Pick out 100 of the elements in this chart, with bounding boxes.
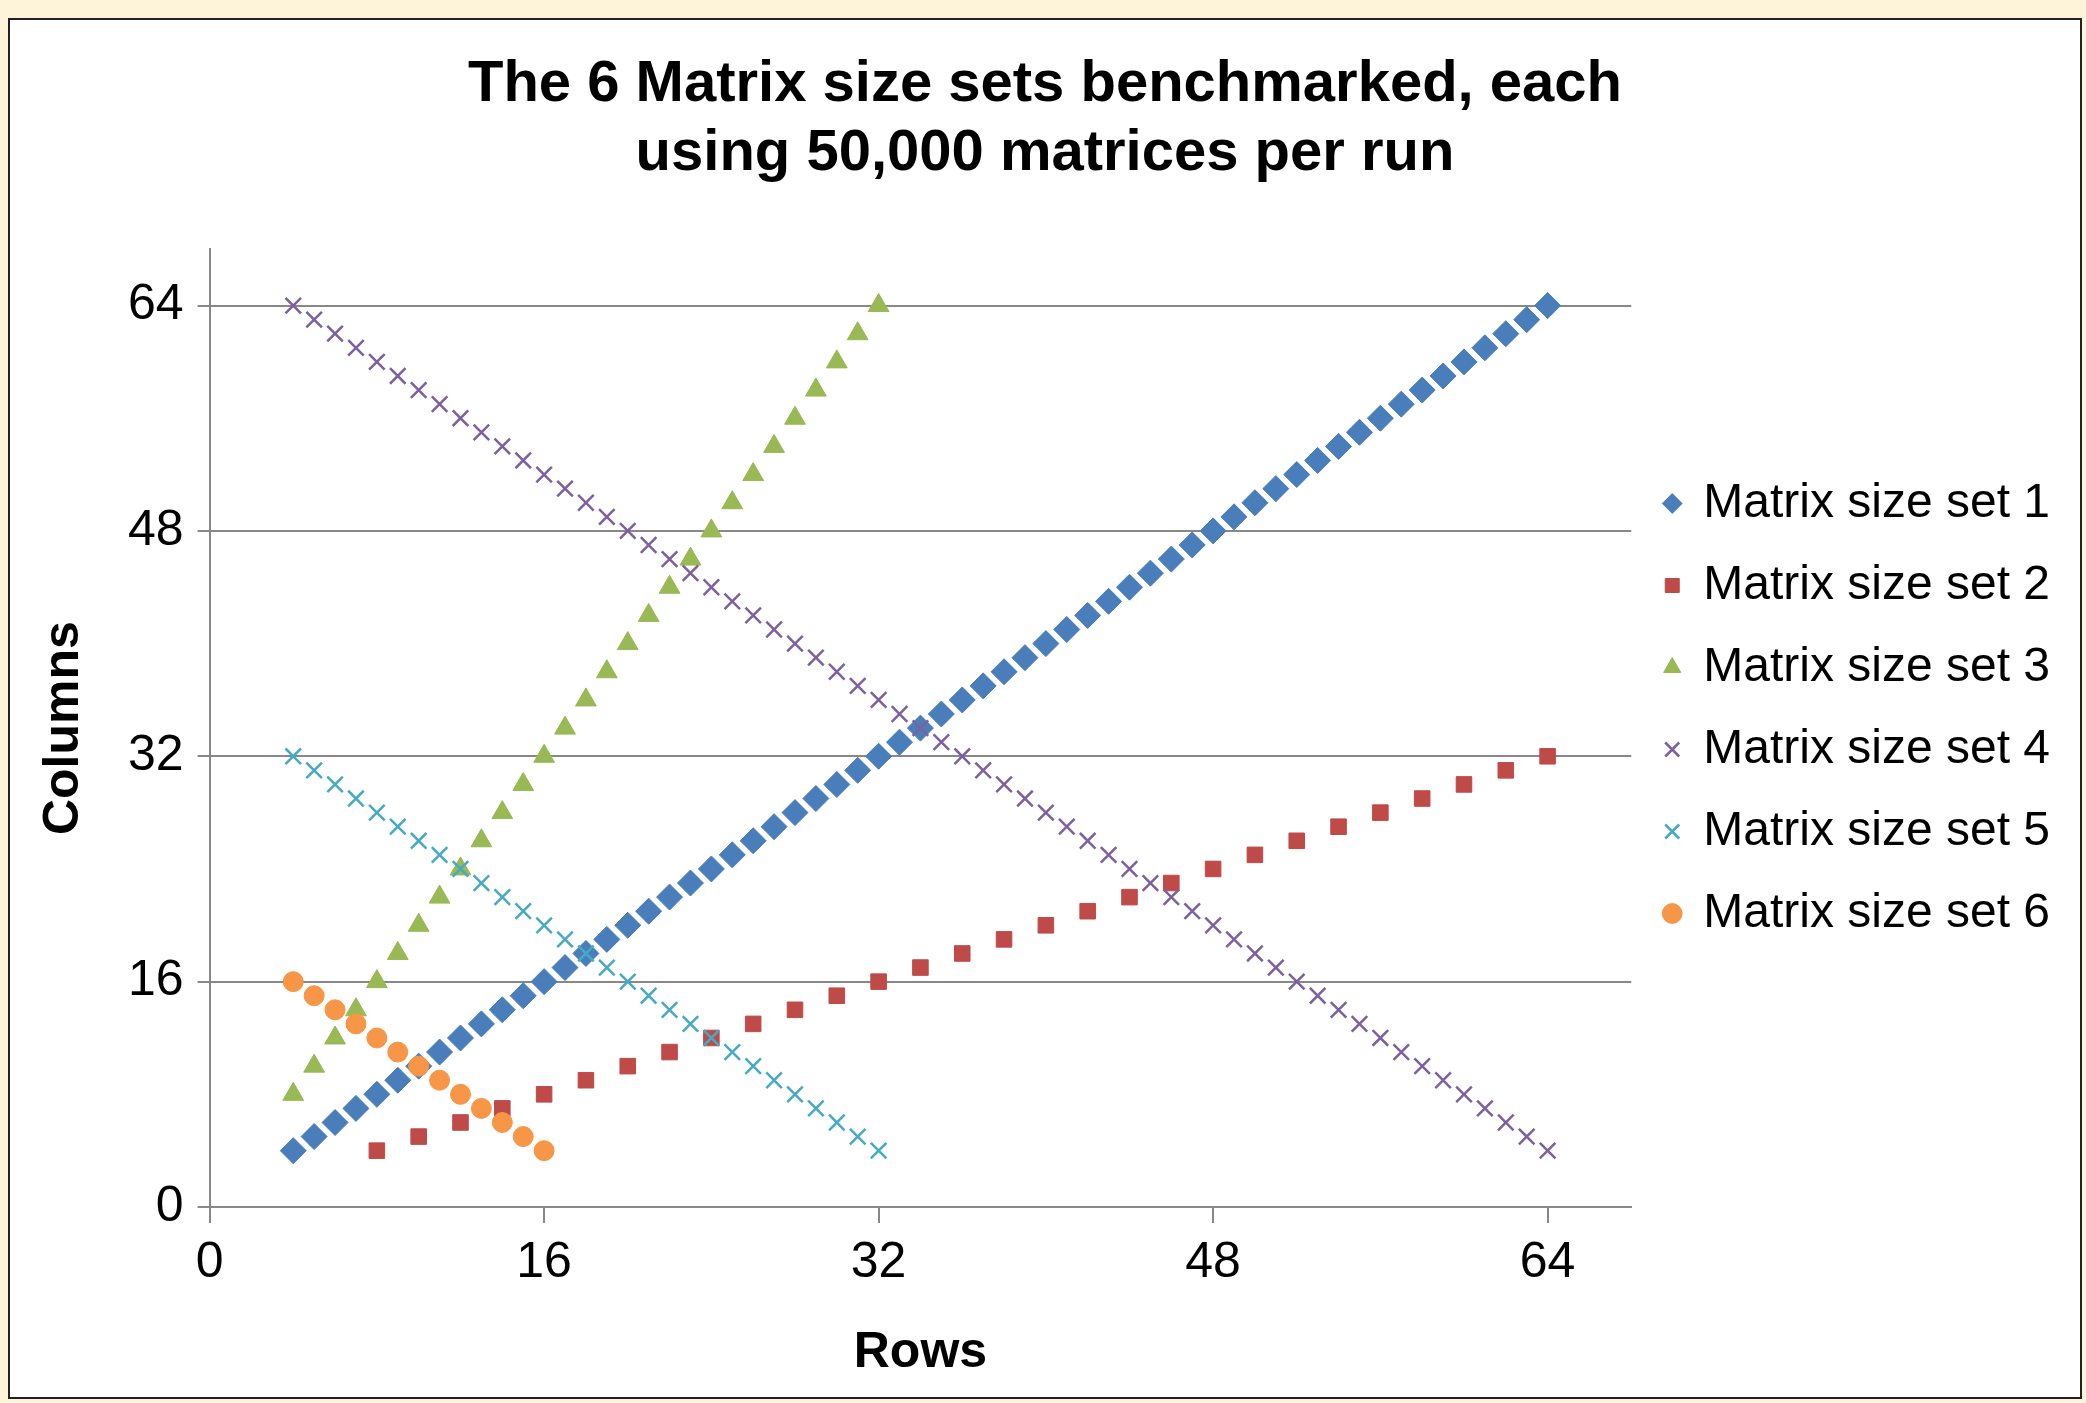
point xyxy=(512,1126,534,1148)
y-tick-label: 48 xyxy=(127,499,184,556)
point xyxy=(639,986,658,1005)
point xyxy=(827,1113,846,1132)
x-tick-label: 32 xyxy=(850,1231,907,1288)
point xyxy=(679,546,702,566)
point xyxy=(616,631,639,651)
point xyxy=(681,1014,700,1033)
point xyxy=(1497,762,1515,779)
point xyxy=(409,831,428,850)
point xyxy=(491,800,514,820)
point xyxy=(1455,776,1473,793)
legend-label: Matrix size set 2 xyxy=(1703,555,2051,609)
point xyxy=(597,958,616,977)
y-tick-label: 64 xyxy=(127,274,184,331)
x-axis-title: Rows xyxy=(853,1321,988,1378)
point xyxy=(846,321,869,341)
point xyxy=(554,715,576,735)
point xyxy=(1539,747,1556,765)
point xyxy=(618,972,637,991)
point xyxy=(429,1069,451,1091)
point xyxy=(723,1043,742,1062)
point xyxy=(1163,874,1180,892)
point xyxy=(575,687,597,707)
y-tick-label: 0 xyxy=(155,1175,184,1232)
point xyxy=(912,959,929,976)
point xyxy=(577,1071,595,1089)
point xyxy=(470,1097,492,1119)
point xyxy=(637,602,660,622)
point xyxy=(284,747,303,766)
point xyxy=(595,659,618,679)
point xyxy=(848,1127,867,1146)
point xyxy=(535,916,554,935)
point xyxy=(805,377,827,397)
point xyxy=(619,1057,637,1075)
point xyxy=(658,574,681,594)
x-tick-label: 0 xyxy=(195,1231,224,1288)
y-axis-title: Columns xyxy=(32,621,89,836)
point xyxy=(514,902,533,921)
point xyxy=(1413,790,1431,807)
point xyxy=(388,817,407,836)
point xyxy=(1372,804,1389,821)
legend-label: Matrix size set 5 xyxy=(1703,801,2051,855)
point xyxy=(555,930,575,949)
point xyxy=(533,1140,555,1162)
point xyxy=(367,803,386,822)
point xyxy=(305,761,324,780)
y-tick-label: 32 xyxy=(127,725,184,782)
x-tick-label: 64 xyxy=(1519,1231,1576,1288)
point xyxy=(661,1043,678,1061)
point xyxy=(410,1128,427,1145)
x-tick-label: 48 xyxy=(1185,1231,1241,1288)
point xyxy=(366,1027,388,1049)
chart-title: The 6 Matrix size sets benchmarked, each using 50,000 matrices per run xyxy=(467,47,1623,183)
point xyxy=(1121,888,1138,906)
point xyxy=(535,1086,553,1103)
legend-label: Matrix size set 3 xyxy=(1703,637,2051,691)
legend-label: Matrix size set 1 xyxy=(1703,473,2051,527)
point xyxy=(660,1000,679,1019)
legend-label: Matrix size set 6 xyxy=(1703,883,2051,937)
point xyxy=(869,1141,888,1160)
point xyxy=(867,293,890,313)
point xyxy=(786,1001,804,1019)
point xyxy=(368,1142,386,1159)
point xyxy=(744,1057,763,1076)
point xyxy=(1204,860,1222,878)
point xyxy=(765,1071,784,1090)
point xyxy=(700,518,723,538)
point xyxy=(491,1111,513,1133)
point xyxy=(1079,902,1096,920)
point xyxy=(470,828,493,848)
point xyxy=(995,931,1013,948)
point xyxy=(452,1114,469,1131)
point xyxy=(763,433,785,453)
y-tick-label: 16 xyxy=(127,950,184,1007)
point xyxy=(742,462,765,482)
point xyxy=(345,1013,367,1035)
point xyxy=(472,874,491,893)
point xyxy=(387,1041,409,1063)
point xyxy=(870,973,887,990)
point xyxy=(1288,832,1306,850)
point xyxy=(303,985,325,1007)
point xyxy=(1330,818,1347,835)
legend-label: Matrix size set 4 xyxy=(1703,719,2051,773)
point xyxy=(493,888,512,907)
point xyxy=(430,845,449,864)
point xyxy=(828,987,846,1004)
point xyxy=(744,1015,762,1033)
point xyxy=(1037,917,1055,934)
point xyxy=(953,945,971,962)
point xyxy=(326,775,345,794)
point xyxy=(282,971,304,993)
point xyxy=(806,1099,825,1118)
point xyxy=(346,789,365,808)
point xyxy=(825,349,848,369)
point xyxy=(1246,846,1264,864)
point xyxy=(721,490,744,510)
point xyxy=(784,405,806,425)
point xyxy=(324,999,346,1021)
point xyxy=(449,1083,471,1105)
